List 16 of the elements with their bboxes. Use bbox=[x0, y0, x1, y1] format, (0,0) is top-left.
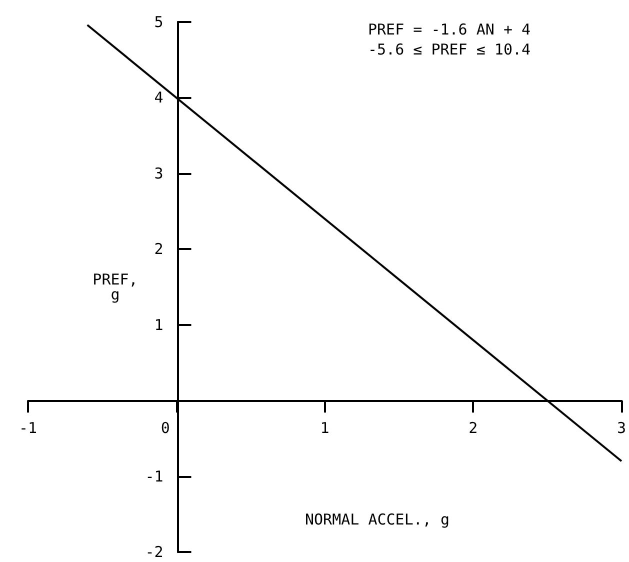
y-tick-label: 4 bbox=[154, 88, 164, 107]
y-axis-title: PREF, g bbox=[92, 270, 138, 304]
y-tick-label: -2 bbox=[145, 543, 164, 561]
annotation: PREF = -1.6 AN + 4 bbox=[368, 20, 531, 38]
x-tick-label: -1 bbox=[18, 419, 38, 438]
x-tick-label: 3 bbox=[616, 419, 626, 438]
y-tick-label: 1 bbox=[154, 316, 164, 334]
x-axis-title: NORMAL ACCEL., g bbox=[305, 510, 450, 528]
y-tick-label: 2 bbox=[154, 240, 164, 258]
y-tick-label: 3 bbox=[154, 164, 164, 182]
y-tick-label: 5 bbox=[154, 13, 164, 31]
annotation: -5.6 ≤ PREF ≤ 10.4 bbox=[368, 40, 531, 58]
x-tick-label: 1 bbox=[320, 419, 330, 438]
x-tick-label: 0 bbox=[160, 419, 170, 438]
y-tick-label: -1 bbox=[145, 467, 164, 486]
x-tick-label: 2 bbox=[468, 419, 478, 438]
